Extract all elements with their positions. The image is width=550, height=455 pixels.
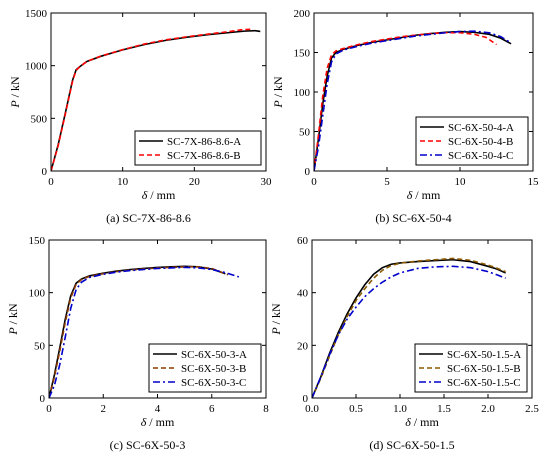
- plot-frame: [311, 239, 533, 399]
- x-tick-label: 0: [311, 176, 317, 188]
- x-tick-label: 2.5: [525, 403, 539, 415]
- legend-box: [148, 343, 262, 393]
- y-tick-label: 150: [29, 235, 46, 247]
- y-tick-label: 100: [29, 288, 46, 300]
- series-line-1-1: [314, 31, 497, 171]
- legend: SC-6X-50-4-A SC-6X-50-4-B SC-6X-50-4-C: [415, 116, 529, 166]
- series-line-3-0: [312, 258, 506, 398]
- panel-caption: (c) SC-6X-50-3: [110, 438, 186, 452]
- x-axis-label: δ / mm: [407, 188, 441, 202]
- x-tick-label: 2: [101, 403, 107, 415]
- panel-caption: (d) SC-6X-50-1.5: [369, 438, 454, 452]
- y-tick-label: 0: [303, 393, 309, 405]
- legend-label: SC-6X-50-1.5-B: [447, 363, 521, 375]
- legend-box: [414, 343, 528, 393]
- x-tick-label: 1.0: [393, 403, 407, 415]
- y-axis-label: P / kN: [269, 303, 283, 336]
- x-tick-label: 4: [155, 403, 161, 415]
- legend-box: [415, 116, 529, 166]
- x-tick-label: 2.0: [481, 403, 495, 415]
- x-tick-label: 6: [209, 403, 215, 415]
- series-line-0-1: [51, 28, 251, 171]
- chart-panel-0: 0 10 20 30 0 500 1000 1500 δ / mm P / kN SC-7X-86-…: [8, 8, 272, 225]
- plot-frame: [50, 12, 267, 172]
- legend-label: SC-6X-50-1.5-A: [447, 349, 521, 361]
- legend-label: SC-6X-50-1.5-C: [447, 377, 521, 389]
- y-axis-label: P / kN: [6, 303, 20, 336]
- x-tick-label: 30: [261, 176, 273, 188]
- y-tick-label: 50: [299, 127, 311, 139]
- legend-label: SC-6X-50-4-B: [448, 136, 513, 148]
- y-tick-label: 0: [42, 166, 48, 178]
- y-tick-label: 0: [305, 166, 311, 178]
- legend-box: [134, 130, 262, 166]
- legend-label: SC-6X-50-3-C: [181, 377, 246, 389]
- legend-label: SC-6X-50-3-A: [181, 349, 247, 361]
- legend-label: SC-6X-50-3-B: [181, 363, 246, 375]
- legend: SC-7X-86-8.6-A SC-7X-86-8.6-B: [134, 130, 262, 166]
- y-tick-label: 1000: [25, 61, 48, 73]
- y-tick-label: 200: [294, 8, 311, 20]
- x-tick-label: 8: [263, 403, 269, 415]
- y-tick-label: 0: [40, 393, 46, 405]
- y-tick-label: 100: [294, 87, 311, 99]
- x-tick-label: 0: [46, 403, 52, 415]
- x-tick-label: 20: [189, 176, 201, 188]
- y-tick-label: 50: [34, 340, 46, 352]
- x-tick-label: 15: [528, 176, 540, 188]
- chart-panel-3: 0.0 0.5 1.0 1.5 2.0 2.5 0 20 40 60 δ / mm P / kN SC-…: [269, 235, 539, 452]
- legend-label: SC-7X-86-8.6-A: [167, 136, 241, 148]
- x-tick-label: 10: [117, 176, 129, 188]
- legend-label: SC-7X-86-8.6-B: [167, 150, 241, 162]
- panel-caption: (a) SC-7X-86-8.6: [106, 211, 191, 225]
- series-line-1-2: [314, 30, 512, 171]
- series-line-2-2: [49, 266, 240, 398]
- x-tick-label: 0.5: [349, 403, 363, 415]
- y-tick-label: 40: [297, 288, 309, 300]
- x-tick-label: 0.0: [305, 403, 319, 415]
- x-axis-label: δ / mm: [141, 415, 175, 429]
- legend-label: SC-6X-50-4-C: [448, 150, 513, 162]
- x-axis-label: δ / mm: [142, 188, 176, 202]
- y-tick-label: 150: [294, 48, 311, 60]
- x-tick-label: 1.5: [437, 403, 451, 415]
- y-tick-label: 500: [31, 113, 48, 125]
- legend-label: SC-6X-50-4-A: [448, 122, 514, 134]
- legend: SC-6X-50-1.5-A SC-6X-50-1.5-B SC-6X-50-1.5…: [414, 343, 528, 393]
- panel-caption: (b) SC-6X-50-4: [375, 211, 451, 225]
- y-axis-label: P / kN: [271, 76, 285, 109]
- y-tick-label: 20: [297, 340, 309, 352]
- x-tick-label: 10: [455, 176, 467, 188]
- legend: SC-6X-50-3-A SC-6X-50-3-B SC-6X-50-3-C: [148, 343, 262, 393]
- y-tick-label: 1500: [25, 8, 48, 20]
- y-tick-label: 60: [297, 235, 309, 247]
- x-tick-label: 0: [48, 176, 54, 188]
- series-line-3-2: [312, 265, 506, 398]
- series-line-1-0: [314, 30, 512, 171]
- y-axis-label: P / kN: [8, 76, 22, 109]
- x-tick-label: 5: [384, 176, 390, 188]
- x-axis-label: δ / mm: [405, 415, 439, 429]
